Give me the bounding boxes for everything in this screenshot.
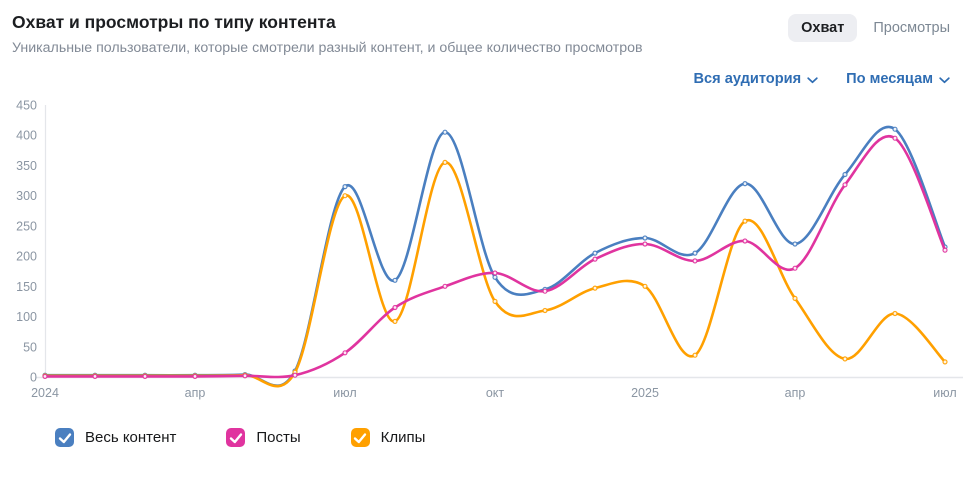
data-point-marker (892, 311, 898, 317)
y-axis-tick-label: 350 (16, 159, 37, 173)
x-axis-tick-label: окт (486, 386, 505, 400)
audience-dropdown-label: Вся аудитория (693, 71, 802, 88)
x-axis-tick-label: апр (185, 386, 206, 400)
legend-item-clips[interactable]: Клипы (350, 428, 426, 448)
data-point-marker (392, 319, 398, 325)
data-point-marker (592, 256, 598, 263)
legend-label: Клипы (380, 429, 426, 447)
data-point-marker (942, 359, 948, 365)
period-dropdown[interactable]: По месяцам (846, 71, 950, 87)
data-point-marker (292, 372, 298, 379)
page-subtitle: Уникальные пользователи, которые смотрел… (12, 39, 643, 56)
data-point-marker (692, 352, 698, 359)
data-point-marker (392, 305, 398, 311)
data-point-marker (692, 258, 698, 264)
header-text: Охват и просмотры по типу контента Уника… (12, 12, 643, 57)
data-point-marker (242, 373, 248, 379)
x-axis-tick-label: июл (933, 386, 956, 400)
y-axis-tick-label: 150 (16, 280, 37, 294)
y-axis-tick-label: 300 (16, 189, 37, 203)
data-point-marker (742, 181, 748, 187)
data-point-marker (92, 374, 98, 380)
data-point-marker (492, 299, 498, 305)
checkbox-checked-icon (350, 428, 370, 448)
data-point-marker (842, 356, 848, 362)
y-axis-tick-label: 400 (16, 129, 37, 143)
series-line-2 (43, 135, 947, 379)
data-point-marker (642, 235, 648, 241)
legend-label: Весь контент (85, 429, 177, 447)
y-axis-tick-label: 250 (16, 220, 37, 234)
data-point-marker (592, 285, 598, 292)
data-point-marker (542, 308, 548, 314)
data-point-marker (542, 288, 548, 295)
checkbox-checked-icon (226, 428, 246, 448)
toggle-reach-button[interactable]: Охват (788, 14, 858, 42)
checkbox-checked-icon (55, 428, 74, 448)
data-point-marker (892, 135, 898, 142)
data-point-marker (692, 250, 698, 257)
y-axis-tick-label: 100 (16, 310, 37, 324)
legend-item-posts[interactable]: Посты (226, 428, 301, 448)
legend-label: Посты (256, 429, 301, 447)
y-axis-tick-label: 50 (23, 341, 37, 355)
data-point-marker (642, 241, 648, 247)
y-axis-tick-label: 450 (16, 99, 37, 113)
chart-legend: Весь контент Посты Клипы (0, 418, 976, 448)
data-point-marker (842, 172, 848, 178)
period-dropdown-label: По месяцам (846, 71, 933, 88)
filter-bar: Вся аудитория По месяцам (0, 57, 976, 87)
header: Охват и просмотры по типу контента Уника… (0, 0, 976, 57)
x-axis-tick-label: 2024 (31, 386, 59, 400)
toggle-views-button[interactable]: Просмотры (871, 14, 952, 42)
data-point-marker (392, 278, 398, 284)
data-point-marker (792, 296, 798, 302)
chevron-down-icon (939, 77, 950, 84)
reach-line-chart[interactable]: 0 50 100 150 200 250 300 350 400 450 2024 апр июл окт… (0, 93, 976, 413)
data-point-marker (342, 184, 348, 190)
data-point-marker (892, 126, 898, 133)
data-point-marker (342, 193, 348, 199)
chart-area: 0 50 100 150 200 250 300 350 400 450 2024 апр июл окт… (0, 93, 976, 418)
data-point-marker (492, 270, 498, 276)
data-point-marker (342, 350, 348, 356)
data-point-marker (442, 160, 448, 166)
data-point-marker (742, 238, 748, 244)
data-point-marker (42, 374, 48, 380)
data-point-marker (792, 241, 798, 247)
x-axis-tick-label: апр (785, 386, 806, 400)
page-title: Охват и просмотры по типу контента (12, 12, 336, 32)
x-axis-tick-label: 2025 (631, 386, 659, 400)
data-point-marker (842, 182, 848, 188)
data-point-marker (592, 250, 598, 257)
data-point-marker (142, 374, 148, 380)
data-point-marker (192, 374, 198, 380)
data-point-marker (442, 129, 448, 136)
data-point-marker (742, 218, 748, 225)
data-point-marker (442, 284, 448, 290)
data-point-marker (492, 275, 498, 281)
data-point-marker (642, 284, 648, 290)
chevron-down-icon (807, 77, 818, 84)
x-axis-tick-label: июл (333, 386, 356, 400)
y-axis-tick-label: 0 (30, 371, 37, 385)
data-point-marker (792, 265, 798, 272)
series-line-1 (43, 126, 947, 388)
audience-dropdown[interactable]: Вся аудитория (694, 71, 819, 87)
y-axis-tick-label: 200 (16, 250, 37, 264)
legend-item-all-content[interactable]: Весь контент (55, 428, 177, 448)
data-point-marker (942, 247, 948, 254)
metric-toggle: Охват Просмотры (788, 14, 952, 42)
